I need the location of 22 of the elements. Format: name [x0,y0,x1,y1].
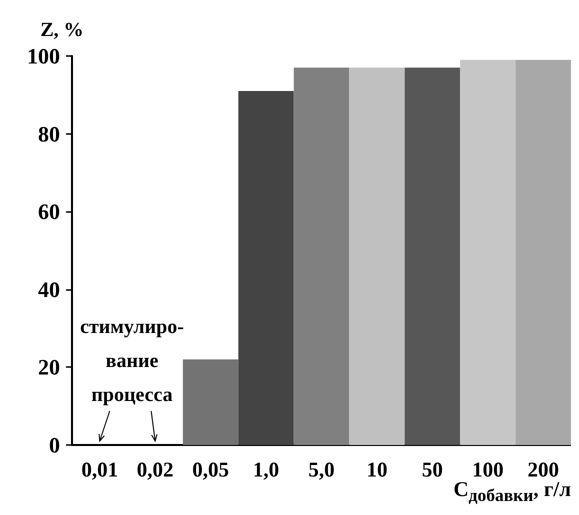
y-axis-title: Z, % [40,19,84,41]
bar [404,68,460,445]
x-tick-label: 0,05 [192,458,229,482]
bar [238,91,294,445]
y-tick-label: 60 [38,199,60,224]
x-tick-label: 50 [422,458,443,482]
bar [349,68,405,445]
x-tick-label: 0,02 [136,458,174,482]
x-tick-label: 1,0 [252,458,280,482]
x-tick-label: 10 [366,458,388,482]
annotation: стимулиро- вание процесса [80,316,184,406]
bar [460,60,516,445]
y-tick-label: 20 [38,354,60,380]
x-tick-label: 0,01 [81,458,118,482]
y-tick-label: 100 [27,44,60,68]
x-tick-label: 5,0 [308,458,335,482]
bar [294,68,350,445]
bar [516,60,571,445]
y-tick-label: 40 [38,276,60,302]
y-tick-label: 80 [38,121,60,146]
y-tick-label: 0 [49,432,60,458]
bar [182,359,238,445]
